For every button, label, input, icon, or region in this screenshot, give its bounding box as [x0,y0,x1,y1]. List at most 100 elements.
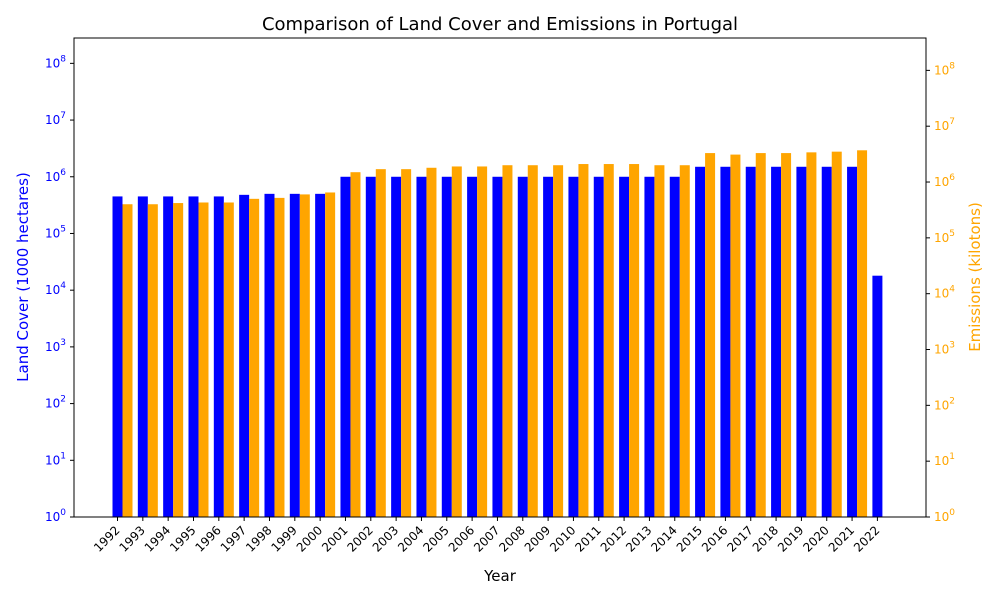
y-right-axis-label: Emissions (kilotons) [966,202,984,352]
left-y-tick-label-7: 107 [45,111,66,127]
emissions-bar-1997 [249,198,260,517]
x-tick-label-1998: 1998 [243,523,274,554]
right-y-tick-label-3: 103 [934,341,955,357]
x-tick-label-2006: 2006 [446,523,477,554]
land-cover-bar-2012 [619,176,630,517]
emissions-bar-2003 [401,169,412,517]
x-tick-label-2014: 2014 [648,523,679,554]
y-left-axis-label: Land Cover (1000 hectares) [14,172,32,382]
left-y-tick-label-5: 105 [45,224,66,240]
right-y-tick-label-1: 101 [934,452,955,468]
x-tick-label-2021: 2021 [826,523,857,554]
emissions-bar-2018 [781,153,792,517]
x-tick-label-1999: 1999 [268,523,299,554]
left-y-tick-label-6: 106 [45,168,66,184]
emissions-bar-2016 [730,154,741,517]
emissions-bar-2011 [603,164,614,518]
x-tick-label-2005: 2005 [420,523,451,554]
emissions-bar-2002 [375,169,386,517]
x-tick-label-2016: 2016 [699,523,730,554]
emissions-bar-2000 [325,192,336,517]
x-tick-label-2018: 2018 [750,523,781,554]
land-cover-bar-2010 [568,176,579,517]
right-y-tick-label-4: 104 [934,285,955,301]
left-y-tick-label-0: 100 [45,508,66,524]
emissions-bar-2005 [451,166,462,517]
land-cover-bar-2008 [517,176,528,517]
x-tick-label-1993: 1993 [116,523,147,554]
land-cover-bar-2005 [441,176,452,517]
x-tick-label-1997: 1997 [218,523,249,554]
land-cover-bar-2004 [416,176,427,517]
emissions-bar-2020 [831,151,842,517]
land-cover-bar-2013 [644,176,655,517]
land-cover-bar-2014 [669,176,680,517]
emissions-bar-1994 [173,203,184,517]
land-cover-bar-1997 [239,194,250,517]
emissions-bar-2015 [705,153,716,517]
left-y-tick-label-4: 104 [45,281,66,297]
right-y-tick-label-5: 105 [934,229,955,245]
x-tick-label-2017: 2017 [724,523,755,554]
emissions-bar-2017 [755,153,766,517]
x-tick-label-2000: 2000 [294,523,325,554]
emissions-bar-2019 [806,152,817,517]
land-cover-bar-2021 [847,166,858,517]
left-y-tick-label-2: 102 [45,395,66,411]
land-cover-bar-1998 [264,193,275,517]
emissions-bar-2006 [477,166,488,517]
land-cover-bar-2015 [695,166,706,517]
land-cover-bar-1994 [163,196,174,517]
land-cover-bar-2002 [365,176,376,517]
emissions-bar-1993 [147,204,158,518]
land-cover-bar-2009 [543,176,554,517]
x-tick-label-2002: 2002 [344,523,375,554]
emissions-bar-1999 [299,194,310,517]
land-cover-bar-2018 [771,166,782,517]
land-cover-bar-2007 [492,176,503,517]
emissions-bar-2012 [629,164,640,518]
x-tick-label-2020: 2020 [800,523,831,554]
land-cover-bar-2020 [821,166,832,517]
x-axis-label: Year [483,567,517,585]
bars-group [112,150,883,518]
land-cover-bar-2022 [872,275,883,517]
emissions-bar-1998 [274,197,285,517]
x-tick-label-2004: 2004 [395,523,426,554]
x-tick-label-1995: 1995 [167,523,198,554]
x-tick-label-2010: 2010 [547,523,578,554]
land-cover-bar-1993 [137,196,148,517]
x-tick-label-1996: 1996 [192,523,223,554]
chart-title: Comparison of Land Cover and Emissions i… [262,14,738,35]
x-tick-label-2008: 2008 [496,523,527,554]
x-tick-label-1992: 1992 [91,523,122,554]
emissions-bar-2001 [350,172,361,517]
emissions-bar-2004 [426,167,437,517]
emissions-bar-2014 [679,165,690,517]
emissions-bar-2010 [578,164,589,518]
emissions-bar-2009 [553,165,564,517]
x-tick-label-1994: 1994 [142,523,173,554]
emissions-bar-1996 [223,202,234,518]
land-cover-bar-2001 [340,176,351,517]
left-y-tick-label-8: 108 [45,54,66,70]
emissions-bar-1995 [198,202,209,518]
x-tick-label-2011: 2011 [572,523,603,554]
land-cover-bar-1995 [188,196,199,517]
x-tick-label-2013: 2013 [623,523,654,554]
emissions-bar-2021 [857,150,868,518]
land-cover-bar-2011 [593,176,604,517]
x-tick-label-2003: 2003 [370,523,401,554]
land-cover-bar-1999 [289,193,300,517]
right-y-tick-label-2: 102 [934,396,955,412]
right-y-tick-label-8: 108 [934,61,955,77]
x-tick-label-2001: 2001 [319,523,350,554]
land-cover-bar-2000 [315,193,326,517]
left-y-tick-label-1: 101 [45,451,66,467]
right-y-tick-label-6: 106 [934,173,955,189]
land-cover-bar-2019 [796,166,807,517]
left-y-tick-label-3: 103 [45,338,66,354]
x-tick-label-2022: 2022 [851,523,882,554]
